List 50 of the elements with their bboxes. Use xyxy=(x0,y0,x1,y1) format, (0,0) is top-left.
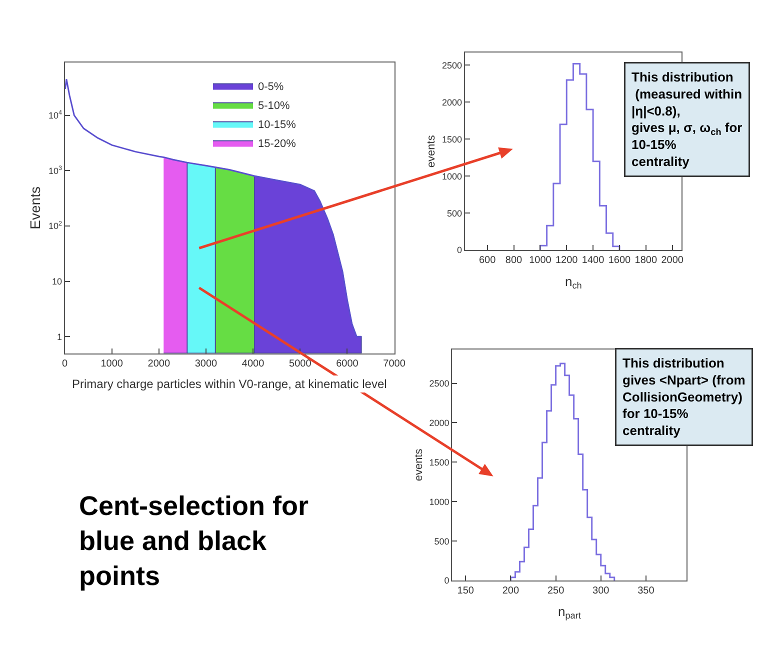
legend-label: 0-5% xyxy=(258,81,284,94)
annotation: This distribution gives <Npart> (from CollisionGeometry) for 10-15% centrality xyxy=(622,356,746,438)
text: This distribution (measured within |η|<0.8), gives μ, σ, ω$_{ch}$ for 10-15% centrality xyxy=(632,70,742,169)
y-tick-label: 1 xyxy=(56,332,62,342)
x-tick-label: 1800 xyxy=(634,255,658,266)
legend-label: 15-20% xyxy=(258,138,296,150)
y-tick-label: 0 xyxy=(444,576,450,586)
x-axis-title: Primary charge particles within V0-range, at kinematic level xyxy=(72,377,387,391)
y-tick-label: 10$^{2}$ xyxy=(48,220,62,232)
y-axis-title: events xyxy=(426,134,438,168)
x-tick-label: 1200 xyxy=(555,255,578,266)
x-tick-label: 6000 xyxy=(336,358,359,370)
x-tick-label: 3000 xyxy=(194,358,218,370)
y-tick-label: 2500 xyxy=(442,60,462,70)
legend-label: 10-15% xyxy=(258,119,296,132)
y-tick-label: 1000 xyxy=(429,496,450,507)
x-tick-label: 4000 xyxy=(242,358,265,370)
y-axis-title: events xyxy=(412,448,425,482)
y-tick-label: 1500 xyxy=(442,134,462,144)
x-tick-label: 350 xyxy=(638,586,655,597)
x-tick-label: 600 xyxy=(478,255,496,266)
x-tick-label: 5000 xyxy=(289,358,312,370)
text: Cent-selection for blue and black points xyxy=(79,491,310,592)
x-tick-label: 1400 xyxy=(582,255,605,266)
y-tick-label: 0 xyxy=(457,245,462,256)
x-axis-title: n$_{part}$ xyxy=(558,604,582,621)
y-tick-label: 2500 xyxy=(429,378,450,388)
x-tick-label: 1600 xyxy=(608,255,632,266)
y-axis-title: Events xyxy=(27,186,44,230)
x-tick-label: 150 xyxy=(457,586,474,597)
x-tick-label: 2000 xyxy=(661,255,684,266)
x-tick-label: 2000 xyxy=(148,358,170,370)
y-tick-label: 1500 xyxy=(429,457,450,468)
x-axis-title: n$_{ch}$ xyxy=(565,274,582,291)
y-tick-label: 500 xyxy=(447,208,462,218)
y-tick-label: 10 xyxy=(52,276,62,286)
x-tick-label: 250 xyxy=(547,586,565,597)
y-tick-label: 10$^{4}$ xyxy=(48,110,62,120)
legend-label: 5-10% xyxy=(258,100,290,112)
x-tick-label: 800 xyxy=(505,255,523,266)
y-tick-label: 10$^{3}$ xyxy=(48,165,62,176)
x-tick-label: 7000 xyxy=(383,358,406,370)
y-tick-label: 2000 xyxy=(442,97,462,108)
y-tick-label: 2000 xyxy=(429,418,450,428)
x-tick-label: 200 xyxy=(502,586,520,597)
x-tick-label: 1000 xyxy=(100,358,124,370)
y-tick-label: 500 xyxy=(434,536,450,546)
y-tick-label: 1000 xyxy=(442,171,462,182)
x-tick-label: 300 xyxy=(592,586,610,597)
x-tick-label: 1000 xyxy=(529,255,552,266)
